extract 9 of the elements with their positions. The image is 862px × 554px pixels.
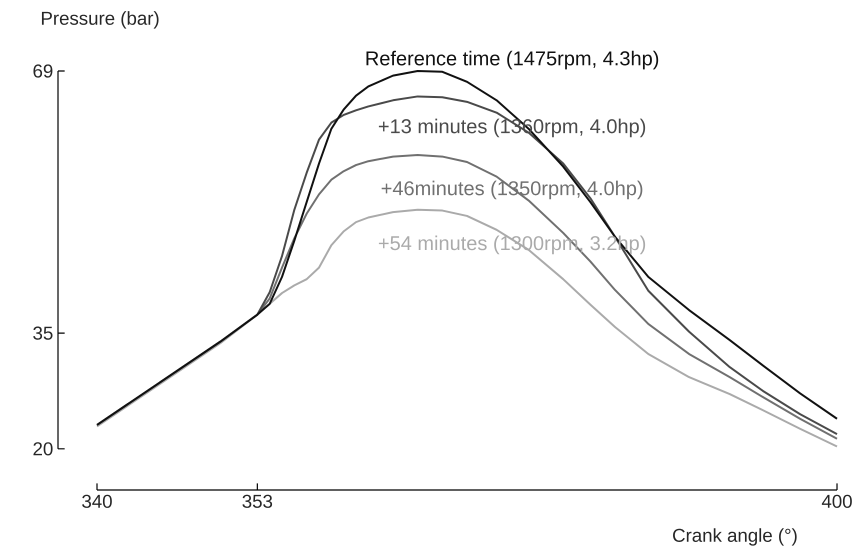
x-tick-label: 340 — [82, 494, 112, 508]
y-tick-label: 20 — [33, 442, 53, 456]
y-tick-label: 35 — [33, 326, 53, 340]
x-tick-label: 353 — [242, 494, 272, 508]
series-label: Reference time (1475rpm, 4.3hp) — [366, 50, 658, 70]
x-axis-title: Crank angle (°) — [673, 528, 797, 546]
y-tick-label: 69 — [33, 64, 52, 78]
x-tick-label: 400 — [822, 494, 852, 508]
y-axis-title: Pressure (bar) — [42, 11, 159, 29]
